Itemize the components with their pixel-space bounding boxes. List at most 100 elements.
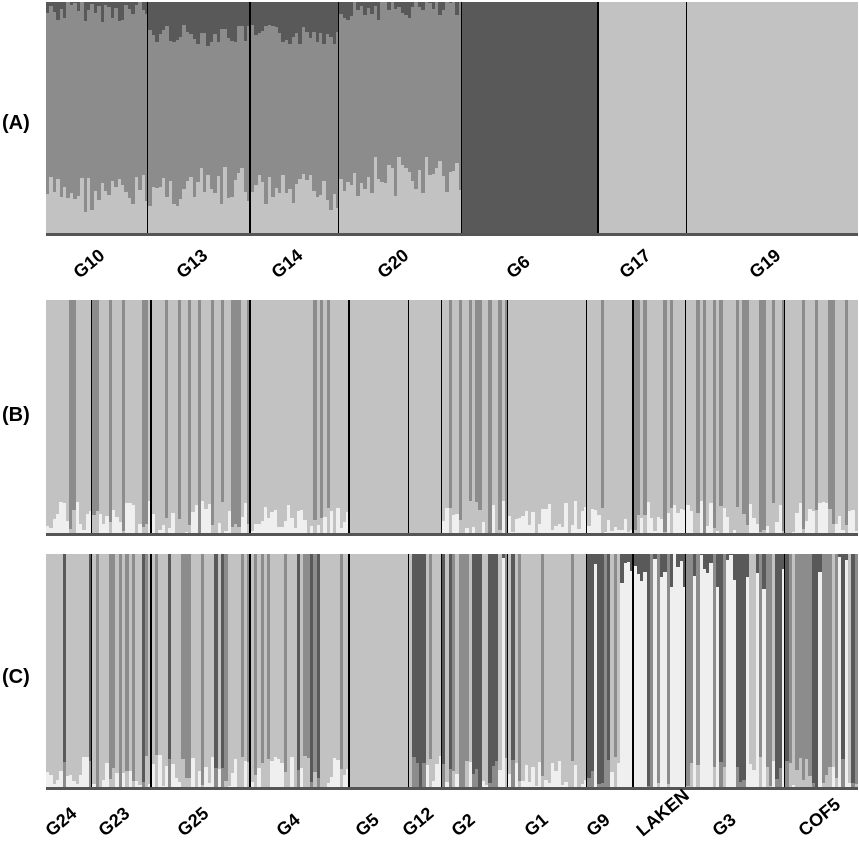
- cluster-segment: [394, 9, 398, 196]
- cluster-segment: [127, 2, 132, 10]
- group-label: G2: [447, 809, 479, 841]
- cluster-segment: [422, 554, 427, 763]
- cluster-segment: [260, 31, 265, 182]
- group-label: G10: [69, 245, 109, 283]
- cluster-segment: [673, 300, 678, 506]
- cluster-segment: [230, 196, 235, 236]
- cluster-segment: [187, 525, 192, 536]
- cluster-segment: [281, 2, 286, 42]
- cluster-segment: [349, 184, 354, 236]
- panel-label-c: (C): [2, 666, 30, 688]
- cluster-segment: [428, 300, 433, 536]
- cluster-segment: [189, 33, 194, 177]
- cluster-segment: [227, 554, 232, 786]
- cluster-segment: [322, 44, 327, 181]
- cluster-segment: [148, 206, 153, 236]
- cluster-segment: [738, 2, 743, 236]
- cluster-segment: [521, 554, 526, 781]
- cluster-segment: [346, 19, 351, 182]
- cluster-segment: [175, 206, 180, 236]
- cluster-segment: [759, 2, 764, 236]
- individual-bar: [694, 2, 699, 236]
- individual-bar: [795, 554, 800, 790]
- individual-bar: [818, 300, 823, 536]
- individual-bar: [404, 2, 409, 236]
- cluster-segment: [692, 300, 697, 536]
- individual-bar: [680, 2, 685, 236]
- cluster-segment: [749, 763, 753, 790]
- cluster-segment: [59, 9, 64, 197]
- cluster-segment: [501, 500, 506, 536]
- cluster-segment: [125, 503, 130, 536]
- cluster-segment: [587, 300, 592, 526]
- cluster-segment: [161, 300, 166, 526]
- individual-bar: [749, 300, 753, 536]
- cluster-segment: [131, 14, 136, 205]
- cluster-segment: [318, 194, 323, 236]
- individual-bar: [281, 2, 286, 236]
- cluster-segment: [818, 572, 823, 790]
- cluster-segment: [811, 783, 816, 790]
- cluster-segment: [220, 2, 224, 29]
- cluster-segment: [69, 775, 73, 790]
- individual-bar: [298, 2, 303, 236]
- individual-bar: [531, 300, 536, 536]
- cluster-segment: [421, 2, 426, 11]
- cluster-segment: [544, 2, 549, 234]
- cluster-segment: [643, 514, 648, 536]
- cluster-segment: [286, 554, 291, 790]
- cluster-segment: [389, 554, 394, 790]
- cluster-segment: [593, 300, 598, 510]
- cluster-segment: [369, 300, 374, 536]
- individual-bar: [108, 554, 113, 790]
- cluster-segment: [712, 554, 717, 768]
- cluster-segment: [234, 300, 239, 525]
- cluster-segment: [527, 525, 532, 536]
- cluster-segment: [848, 300, 852, 511]
- cluster-segment: [230, 772, 235, 790]
- cluster-segment: [597, 554, 602, 785]
- individual-bar: [442, 554, 446, 790]
- cluster-segment: [615, 2, 620, 236]
- panel-baseline: [46, 233, 858, 236]
- cluster-segment: [175, 40, 180, 207]
- individual-bar: [313, 554, 318, 790]
- cluster-segment: [445, 508, 450, 536]
- cluster-segment: [199, 2, 204, 34]
- individual-bar: [537, 554, 542, 790]
- cluster-segment: [216, 175, 221, 236]
- cluster-segment: [610, 771, 615, 790]
- cluster-segment: [834, 523, 839, 536]
- cluster-segment: [240, 168, 245, 236]
- cluster-segment: [233, 42, 238, 181]
- group-label: G6: [502, 251, 535, 283]
- individual-bar: [128, 554, 133, 790]
- cluster-segment: [785, 760, 790, 790]
- cluster-segment: [765, 554, 770, 768]
- cluster-segment: [56, 20, 61, 179]
- group-label: G14: [267, 245, 307, 283]
- individual-bar: [352, 554, 357, 790]
- individual-bar: [673, 554, 678, 790]
- cluster-segment: [138, 190, 143, 236]
- cluster-segment: [478, 554, 483, 788]
- individual-bar: [280, 554, 285, 790]
- cluster-segment: [742, 554, 747, 781]
- individual-bar: [52, 554, 57, 790]
- cluster-segment: [92, 515, 97, 536]
- group-label: COF5: [794, 794, 844, 841]
- cluster-segment: [699, 300, 704, 502]
- cluster-segment: [496, 2, 501, 234]
- individual-bar: [759, 2, 764, 236]
- individual-bar: [220, 554, 225, 790]
- cluster-segment: [623, 300, 628, 519]
- cluster-segment: [438, 160, 443, 236]
- cluster-segment: [244, 300, 248, 503]
- cluster-segment: [115, 554, 120, 773]
- cluster-segment: [471, 527, 476, 536]
- cluster-segment: [540, 2, 545, 234]
- cluster-segment: [597, 514, 602, 536]
- cluster-segment: [491, 554, 496, 766]
- cluster-segment: [49, 527, 54, 536]
- cluster-segment: [220, 768, 225, 790]
